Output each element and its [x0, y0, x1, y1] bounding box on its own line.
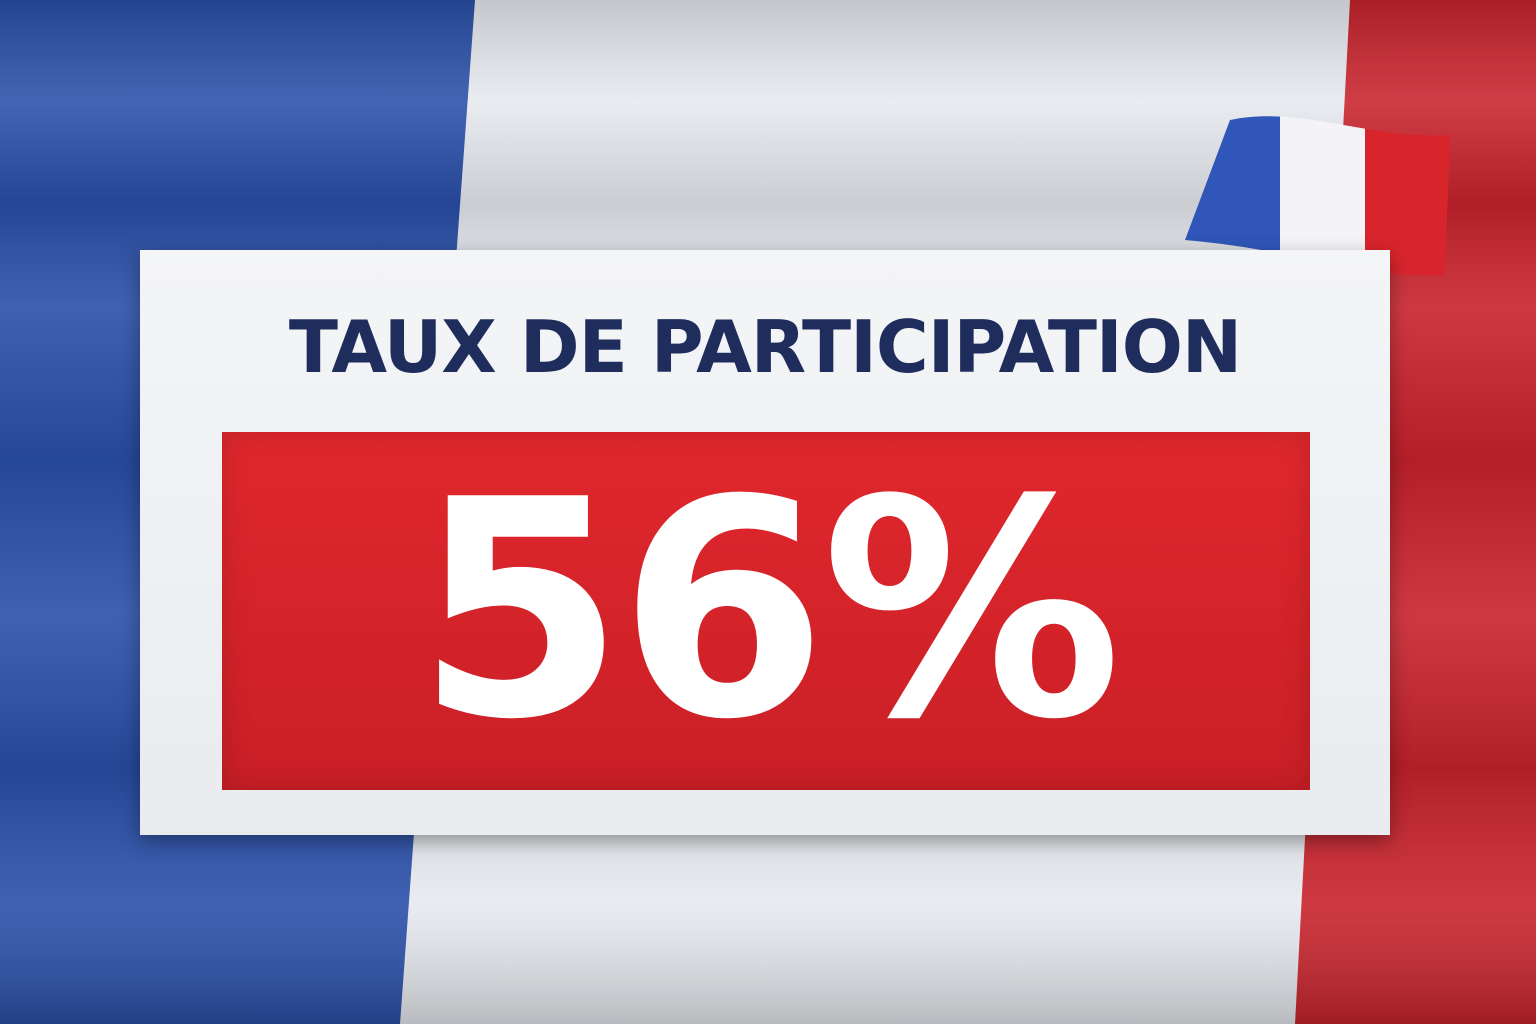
value-box: 56%	[222, 432, 1310, 790]
headline: TAUX DE PARTICIPATION	[288, 305, 1242, 389]
french-flag-icon	[1185, 116, 1450, 276]
turnout-card: TAUX DE PARTICIPATION 56%	[140, 250, 1390, 835]
turnout-value: 56%	[415, 436, 1122, 785]
